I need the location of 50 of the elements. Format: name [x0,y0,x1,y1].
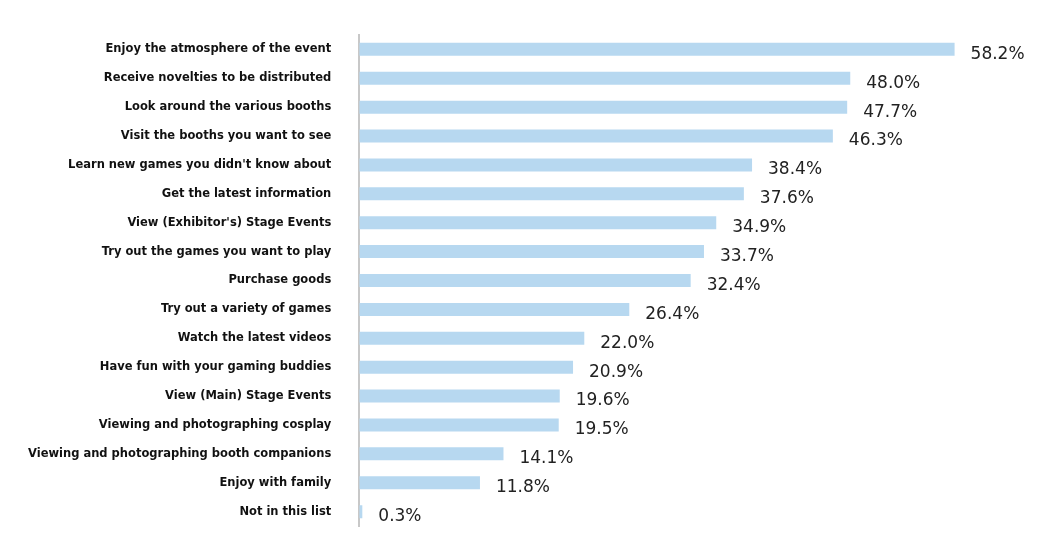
data-label: 47.7% [863,100,918,121]
bar [359,42,955,56]
y-tick-label: Learn new games you didn't know about [68,156,332,171]
data-label: 26.4% [645,302,700,323]
y-tick-label: View (Main) Stage Events [165,388,332,403]
data-label: 14.1% [519,447,574,468]
y-tick-label: Look around the various booths [124,99,332,114]
data-label: 0.3% [378,505,422,526]
y-tick-label: Try out the games you want to play [101,243,332,258]
y-tick-label: Enjoy with family [219,474,332,489]
data-label: 11.8% [495,476,550,497]
y-tick-label: Receive novelties to be distributed [103,70,332,85]
y-tick-label: Visit the booths you want to see [120,128,332,143]
bar [359,476,480,490]
bar [359,216,717,230]
data-label: 20.9% [589,360,644,381]
bar [359,447,504,461]
bar [359,71,851,85]
y-tick-label: Purchase goods [228,272,332,287]
bar [359,129,833,143]
data-label: 34.9% [732,216,787,237]
bar [359,331,585,345]
data-label: 58.2% [970,42,1025,63]
data-label: 37.6% [759,187,814,208]
bar [359,360,574,374]
y-tick-label: Viewing and photographing cosplay [98,416,332,431]
bar [359,389,560,403]
bar [359,245,704,259]
bar [359,100,848,114]
data-label: 46.3% [848,129,903,150]
data-label: 19.6% [575,389,630,410]
bar [359,187,744,201]
bar [359,418,559,432]
data-label: 33.7% [719,245,774,266]
bar [359,158,753,172]
data-label: 48.0% [866,71,921,92]
y-tick-label: Enjoy the atmosphere of the event [105,41,332,56]
data-label: 19.5% [574,418,629,439]
data-label: 32.4% [706,273,761,294]
data-label: 22.0% [600,331,655,352]
y-tick-label: Not in this list [239,503,332,518]
y-tick-label: Viewing and photographing booth companions [27,445,332,460]
y-tick-label: Watch the latest videos [177,330,332,345]
data-label: 38.4% [768,158,823,179]
bar [359,302,630,316]
bar [359,274,691,287]
y-tick-label: Get the latest information [161,185,332,200]
y-tick-label: View (Exhibitor's) Stage Events [127,214,332,229]
y-tick-label: Try out a variety of games [160,301,332,316]
y-tick-label: Have fun with your gaming buddies [99,359,332,374]
